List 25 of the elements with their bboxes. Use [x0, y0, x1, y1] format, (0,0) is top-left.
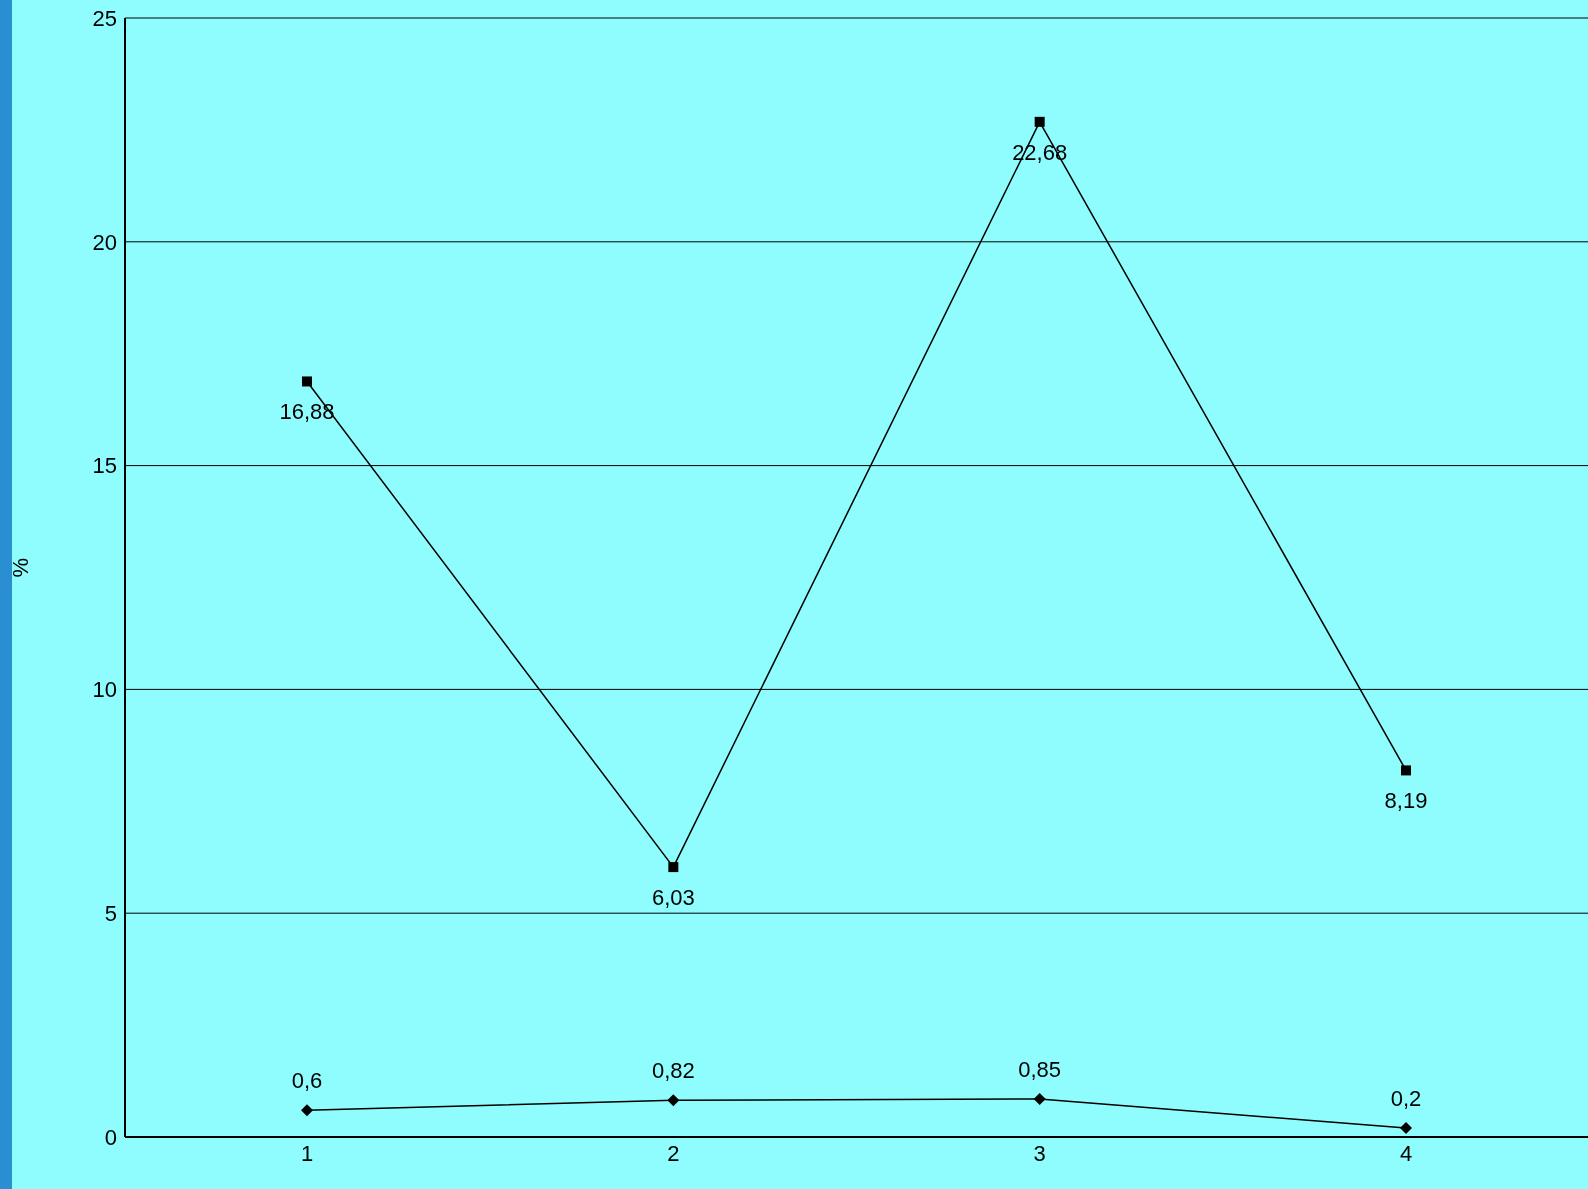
data-label: 0,6	[291, 1068, 323, 1094]
point	[1400, 1122, 1412, 1135]
y-tick-label: 10	[92, 677, 117, 703]
point	[1034, 116, 1045, 127]
point	[1033, 1092, 1046, 1105]
x-tick-label: 1	[300, 1140, 314, 1166]
y-tick-label: 15	[92, 453, 117, 479]
y-tick-label: 0	[104, 1124, 117, 1150]
data-label: 6,03	[651, 885, 695, 911]
point	[301, 1104, 313, 1117]
data-label: 0,82	[651, 1058, 695, 1084]
data-label: 8,19	[1384, 788, 1428, 814]
point	[1401, 765, 1411, 776]
point	[302, 376, 312, 387]
y-tick-label: 25	[92, 5, 117, 31]
data-label: 0,2	[1390, 1086, 1422, 1112]
x-tick-label: 2	[667, 1140, 680, 1166]
y-tick-label: 20	[92, 229, 117, 255]
y-tick-label: 5	[104, 901, 117, 927]
y-axis-title: %	[7, 557, 33, 578]
x-tick-label: 4	[1399, 1140, 1413, 1166]
x-tick-label: 3	[1033, 1140, 1046, 1166]
point	[668, 862, 679, 873]
point	[667, 1094, 680, 1107]
data-label: 0,85	[1018, 1056, 1062, 1082]
